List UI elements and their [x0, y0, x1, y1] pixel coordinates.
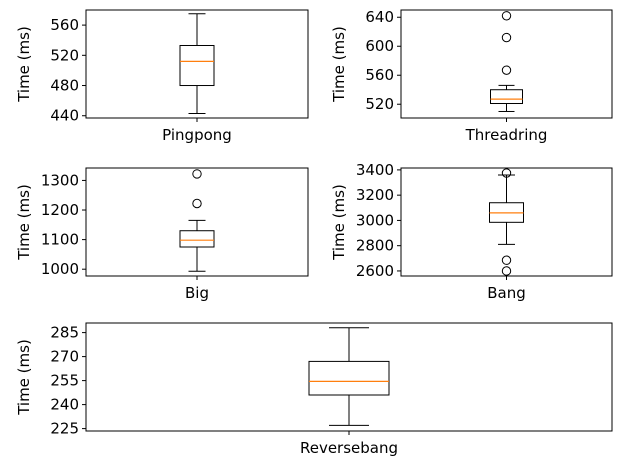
y-tick-label: 440: [50, 107, 79, 125]
y-tick-label: 520: [50, 46, 79, 64]
y-tick-label: 480: [50, 77, 79, 95]
outlier-point: [501, 11, 512, 21]
y-tick-label: 600: [365, 37, 394, 55]
outlier-point: [192, 169, 202, 179]
y-tick-label: 520: [365, 95, 394, 113]
y-axis-label: Time (ms): [330, 26, 348, 103]
x-tick-label-reversebang: Reversebang: [300, 439, 398, 457]
y-tick-label: 270: [50, 348, 79, 366]
y-tick-label: 640: [365, 8, 394, 26]
subplot-threadring: 520 560 600 640 Time (ms) Threadring: [330, 8, 613, 144]
iqr-box-reversebang: [308, 360, 390, 396]
y-axis-label: Time (ms): [15, 184, 33, 261]
x-tick-label-bang: Bang: [487, 284, 526, 302]
subplot-reversebang: 225 240 255 270 285 Time (ms) Reversebang: [15, 322, 613, 457]
x-tick-label-big: Big: [185, 284, 209, 302]
y-tick-label: 2800: [356, 237, 394, 255]
subplot-pingpong: 440 480 520 560 Time (ms) Pingpong: [15, 9, 309, 144]
outlier-point: [501, 65, 512, 75]
y-tick-label: 1300: [41, 171, 79, 189]
outlier-point: [501, 168, 512, 178]
y-tick-label: 240: [50, 396, 79, 414]
y-tick-label: 225: [50, 420, 79, 438]
y-tick-label: 2600: [356, 262, 394, 280]
outlier-point: [501, 32, 512, 43]
iqr-box-big: [179, 230, 215, 248]
outlier-point: [501, 266, 512, 276]
y-tick-label: 1200: [41, 201, 79, 219]
y-tick-label: 560: [365, 66, 394, 84]
y-tick-label: 3200: [356, 186, 394, 204]
x-tick-label-pingpong: Pingpong: [162, 126, 232, 144]
outlier-point: [501, 255, 512, 265]
y-axis-label: Time (ms): [15, 26, 33, 103]
iqr-box-threadring: [490, 89, 523, 105]
y-tick-label: 3400: [356, 161, 394, 179]
y-tick-label: 1100: [41, 231, 79, 249]
y-tick-label: 255: [50, 372, 79, 390]
outlier-point: [192, 198, 202, 209]
subplot-big: 1000 1100 1200 1300 Time (ms) Big: [15, 167, 309, 302]
y-tick-label: 285: [50, 324, 79, 342]
y-axis-label: Time (ms): [15, 339, 33, 416]
y-axis-label: Time (ms): [330, 184, 348, 261]
x-tick-label-threadring: Threadring: [465, 126, 548, 144]
y-tick-label: 1000: [41, 260, 79, 278]
iqr-box-pingpong: [179, 44, 215, 87]
subplot-bang: 2600 2800 3000 3200 3400 Time (ms) Bang: [330, 161, 613, 302]
y-tick-label: 3000: [356, 211, 394, 229]
y-tick-label: 560: [50, 16, 79, 34]
